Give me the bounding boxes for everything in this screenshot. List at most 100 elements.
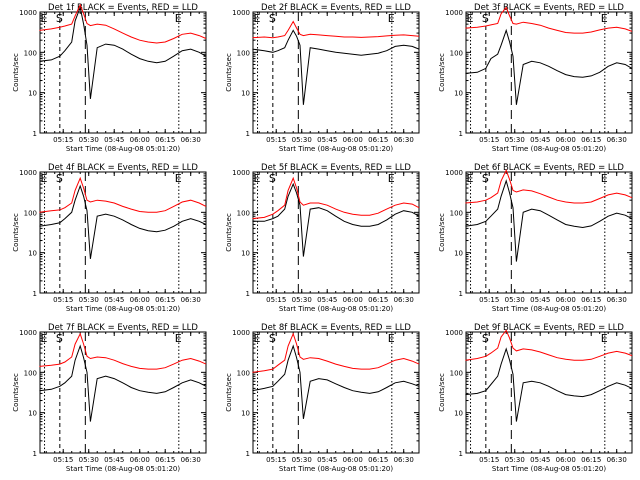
panel-det-7: Det 7f BLACK = Events, RED = LLD 1 10 100 10… (12, 323, 207, 473)
interval-marker-label: E (41, 12, 48, 25)
x-tick-label: 05:30 (79, 456, 99, 464)
x-tick-label: 06:00 (343, 456, 363, 464)
x-tick-label: 06:00 (343, 296, 363, 304)
x-tick-label: 06:30 (394, 456, 414, 464)
plot-frame (39, 171, 207, 294)
x-tick-label: 05:45 (530, 136, 550, 144)
panel-det-8: Det 8f BLACK = Events, RED = LLD 1 10 100 10… (225, 323, 420, 473)
interval-marker-label: E (254, 332, 261, 345)
x-tick-label: 05:30 (79, 136, 99, 144)
x-tick-label: 06:00 (556, 136, 576, 144)
x-axis-label: Start Time (08-Aug-08 05:01:20) (492, 465, 606, 473)
y-tick-label: 100 (450, 209, 463, 217)
y-tick-label: 10 (28, 410, 37, 418)
plot-frame (465, 331, 633, 454)
x-tick-label: 06:00 (556, 296, 576, 304)
x-tick-label: 05:30 (505, 456, 525, 464)
y-tick-label: 1 (246, 450, 250, 458)
panel-det-3: Det 3f BLACK = Events, RED = LLD 1 10 100 10… (438, 3, 633, 153)
interval-marker-label: S (56, 172, 63, 185)
panel-det-6: Det 6f BLACK = Events, RED = LLD 1 10 100 10… (438, 163, 633, 313)
x-axis-label: Start Time (08-Aug-08 05:01:20) (279, 305, 393, 313)
interval-marker-label: S (269, 172, 276, 185)
x-axis-label: Start Time (08-Aug-08 05:01:20) (66, 465, 180, 473)
y-tick-label: 100 (24, 209, 37, 217)
interval-marker-label: E (467, 12, 474, 25)
y-tick-label: 100 (237, 49, 250, 57)
x-tick-label: 05:45 (104, 456, 124, 464)
x-tick-label: 05:30 (292, 136, 312, 144)
y-tick-label: 1000 (19, 169, 37, 177)
y-axis-label: Counts/sec (225, 53, 233, 92)
y-axis-label: Counts/sec (438, 213, 446, 252)
interval-marker-label: E (601, 12, 608, 25)
y-axis-label: Counts/sec (225, 373, 233, 412)
interval-marker-label: E (388, 12, 395, 25)
x-tick-label: 06:30 (394, 136, 414, 144)
x-tick-label: 05:15 (53, 456, 73, 464)
panel-title: Det 6f BLACK = Events, RED = LLD (474, 163, 624, 173)
panel-title: Det 9f BLACK = Events, RED = LLD (474, 323, 624, 333)
panel-title: Det 2f BLACK = Events, RED = LLD (261, 3, 411, 13)
y-tick-label: 1000 (232, 169, 250, 177)
y-tick-label: 1 (33, 290, 37, 298)
y-tick-label: 10 (28, 90, 37, 98)
plot-frame (39, 11, 207, 134)
plot-frame (465, 11, 633, 134)
interval-marker-label: S (269, 12, 276, 25)
y-axis-label: Counts/sec (438, 373, 446, 412)
panel-title: Det 1f BLACK = Events, RED = LLD (48, 3, 198, 13)
interval-marker-label: E (601, 172, 608, 185)
x-tick-label: 06:30 (607, 136, 627, 144)
x-tick-label: 05:45 (317, 296, 337, 304)
series-lld-line (252, 332, 420, 373)
x-axis-label: Start Time (08-Aug-08 05:01:20) (66, 305, 180, 313)
y-tick-label: 1 (33, 450, 37, 458)
panel-title: Det 5f BLACK = Events, RED = LLD (261, 163, 411, 173)
y-tick-label: 10 (454, 250, 463, 258)
series-lld-line (39, 332, 207, 370)
y-tick-label: 100 (24, 369, 37, 377)
x-tick-label: 05:15 (266, 136, 286, 144)
series-events-line (465, 28, 633, 105)
y-tick-label: 10 (241, 410, 250, 418)
x-tick-label: 06:15 (368, 136, 388, 144)
interval-marker-label: E (175, 172, 182, 185)
y-tick-label: 100 (24, 49, 37, 57)
x-tick-label: 06:00 (556, 456, 576, 464)
x-tick-label: 06:15 (368, 296, 388, 304)
plot-frame (252, 331, 420, 454)
plot-frame (252, 11, 420, 134)
x-tick-label: 06:15 (581, 456, 601, 464)
panel-det-4: Det 4f BLACK = Events, RED = LLD 1 10 100 10… (12, 163, 207, 313)
y-tick-label: 1000 (19, 329, 37, 337)
interval-marker-label: S (482, 12, 489, 25)
panel-title: Det 7f BLACK = Events, RED = LLD (48, 323, 198, 333)
y-axis-label: Counts/sec (438, 53, 446, 92)
plot-frame (39, 331, 207, 454)
x-tick-label: 05:45 (530, 456, 550, 464)
x-tick-label: 06:15 (368, 456, 388, 464)
x-tick-label: 06:30 (181, 136, 201, 144)
interval-marker-label: E (41, 172, 48, 185)
y-tick-label: 1000 (232, 329, 250, 337)
series-lld-line (465, 169, 633, 204)
panel-det-9: Det 9f BLACK = Events, RED = LLD 1 10 100 10… (438, 323, 633, 473)
series-lld-line (39, 3, 207, 44)
interval-marker-label: S (482, 332, 489, 345)
interval-marker-label: E (388, 172, 395, 185)
interval-marker-label: E (41, 332, 48, 345)
y-tick-label: 1000 (445, 329, 463, 337)
y-tick-label: 1000 (445, 169, 463, 177)
y-axis-label: Counts/sec (12, 373, 20, 412)
x-tick-label: 05:15 (266, 296, 286, 304)
x-tick-label: 05:45 (317, 136, 337, 144)
x-axis-label: Start Time (08-Aug-08 05:01:20) (279, 465, 393, 473)
y-tick-label: 10 (28, 250, 37, 258)
interval-marker-label: E (467, 172, 474, 185)
interval-marker-label: E (467, 332, 474, 345)
y-tick-label: 1 (246, 130, 250, 138)
y-tick-label: 1 (459, 450, 463, 458)
y-tick-label: 1 (459, 130, 463, 138)
x-tick-label: 06:00 (130, 296, 150, 304)
